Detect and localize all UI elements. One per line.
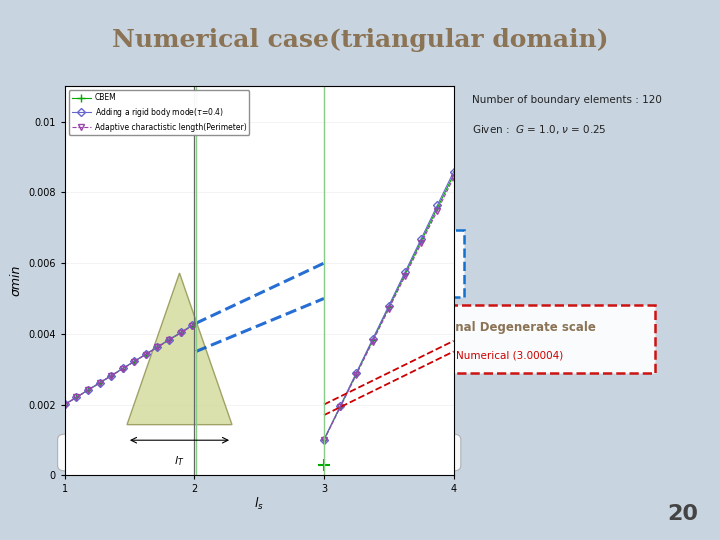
- FancyBboxPatch shape: [252, 230, 464, 297]
- Polygon shape: [127, 273, 232, 424]
- Legend: CBEM, Adding a rigid body mode($\tau$=0.4), Adaptive charactistic length(Perimet: CBEM, Adding a rigid body mode($\tau$=0.…: [68, 90, 249, 135]
- Text: Numerical (2.012): Numerical (2.012): [311, 274, 406, 284]
- Y-axis label: σmin: σmin: [9, 265, 22, 296]
- Text: Numerical case(triangular domain): Numerical case(triangular domain): [112, 29, 608, 52]
- Text: shifting: shifting: [225, 407, 272, 416]
- Text: $l_T$: $l_T$: [174, 454, 184, 468]
- Text: Given :  $G$ = 1.0, $\nu$ = 0.25: Given : $G$ = 1.0, $\nu$ = 0.25: [472, 123, 606, 136]
- FancyArrow shape: [187, 422, 313, 442]
- X-axis label: $l_s$: $l_s$: [254, 496, 264, 512]
- Text: Numerical (3.00004): Numerical (3.00004): [456, 350, 563, 360]
- Text: Number of boundary elements : 120: Number of boundary elements : 120: [472, 95, 662, 105]
- FancyBboxPatch shape: [58, 434, 216, 471]
- Text: Original Degenerate scale: Original Degenerate scale: [423, 321, 596, 334]
- Text: 20: 20: [667, 504, 698, 524]
- Text: Regularized τ = 0.4: Regularized τ = 0.4: [83, 448, 191, 457]
- Text: Unregularized: Unregularized: [359, 448, 426, 457]
- FancyBboxPatch shape: [324, 434, 461, 471]
- FancyBboxPatch shape: [364, 305, 655, 373]
- Text: New Degenerate scale: New Degenerate scale: [284, 245, 433, 258]
